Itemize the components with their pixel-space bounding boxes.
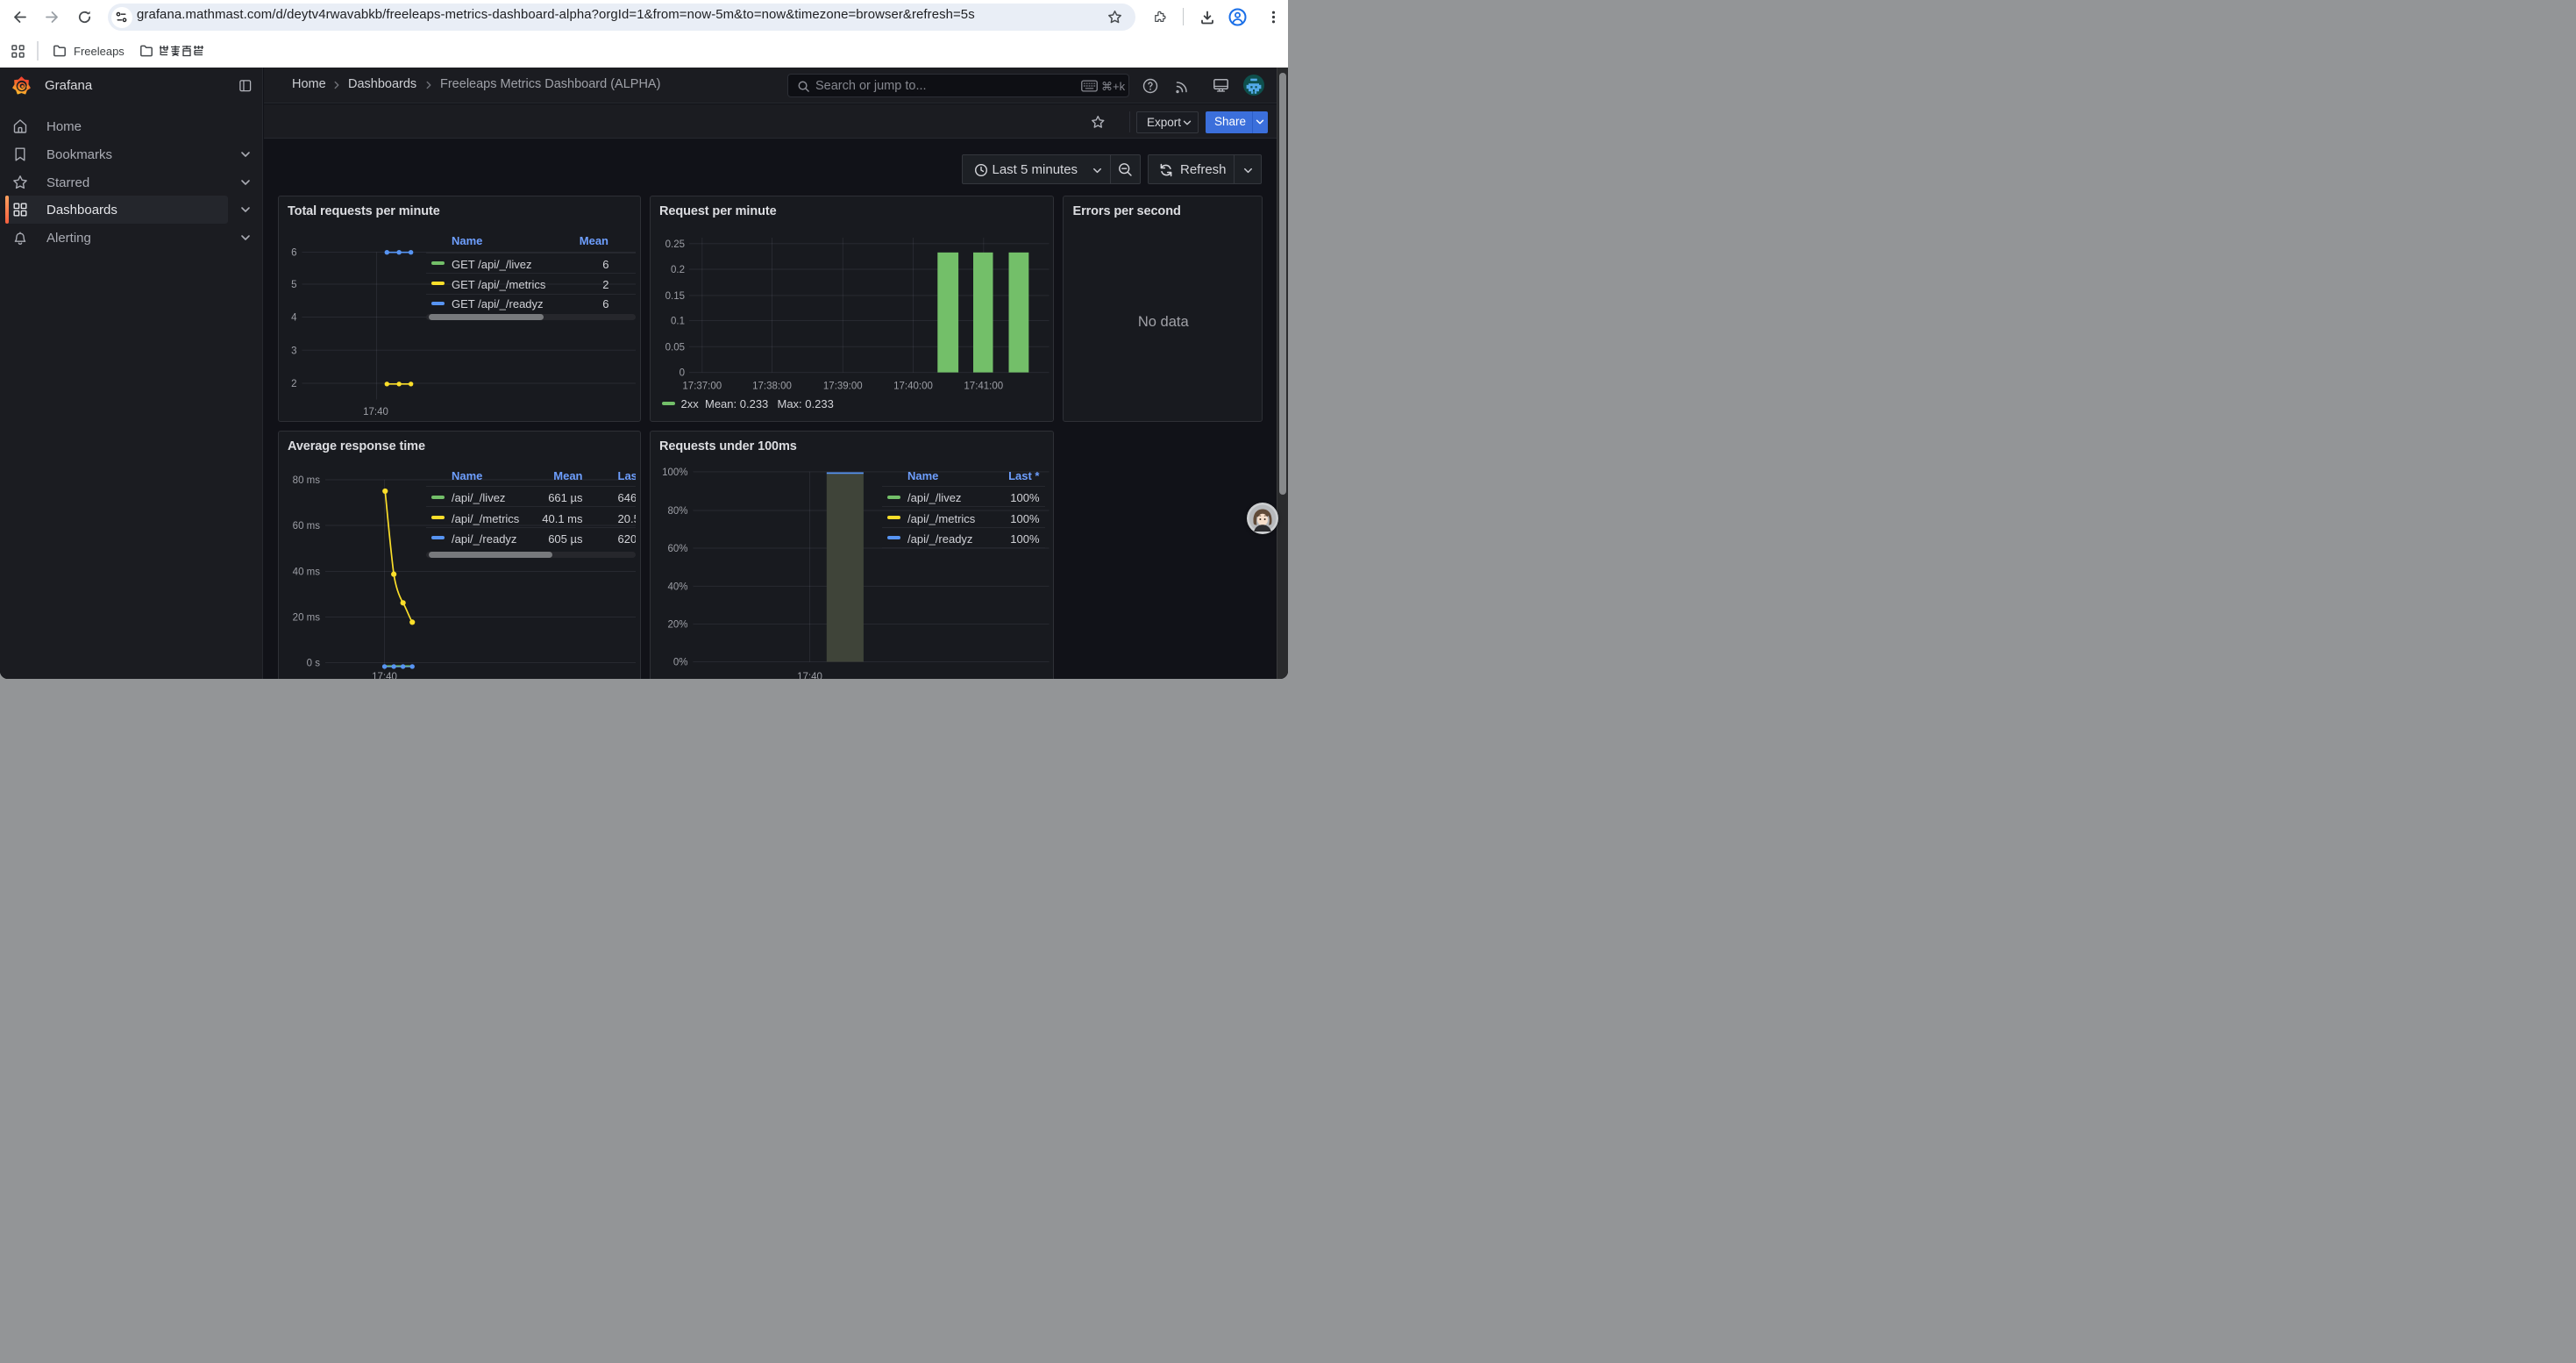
svg-text:0.15: 0.15 xyxy=(665,291,684,302)
svg-text:0%: 0% xyxy=(672,657,687,667)
svg-text:40 ms: 40 ms xyxy=(292,567,320,577)
svg-text:80 ms: 80 ms xyxy=(292,475,320,486)
svg-text:0.1: 0.1 xyxy=(671,317,685,327)
svg-text:0.25: 0.25 xyxy=(665,239,684,250)
svg-text:80%: 80% xyxy=(667,506,687,517)
svg-text:20%: 20% xyxy=(667,619,687,630)
svg-text:4: 4 xyxy=(291,313,297,324)
svg-text:3: 3 xyxy=(291,346,296,356)
svg-text:0 s: 0 s xyxy=(306,658,320,668)
svg-text:2: 2 xyxy=(291,379,296,389)
svg-text:17:40:00: 17:40:00 xyxy=(893,382,933,392)
svg-text:17:37:00: 17:37:00 xyxy=(682,382,722,392)
svg-text:40%: 40% xyxy=(667,582,687,592)
svg-text:5: 5 xyxy=(291,280,296,290)
svg-text:100%: 100% xyxy=(662,467,687,477)
svg-text:60%: 60% xyxy=(667,544,687,554)
svg-text:17:38:00: 17:38:00 xyxy=(752,382,792,392)
svg-text:0.2: 0.2 xyxy=(671,265,685,275)
svg-text:0.05: 0.05 xyxy=(665,342,684,353)
svg-text:0: 0 xyxy=(679,368,684,379)
svg-text:17:41:00: 17:41:00 xyxy=(964,382,1003,392)
svg-text:20 ms: 20 ms xyxy=(292,612,320,623)
svg-text:17:40: 17:40 xyxy=(797,672,822,679)
svg-text:60 ms: 60 ms xyxy=(292,521,320,532)
svg-text:17:39:00: 17:39:00 xyxy=(822,382,862,392)
svg-text:6: 6 xyxy=(291,248,296,259)
svg-text:17:40: 17:40 xyxy=(372,672,397,679)
svg-text:17:40: 17:40 xyxy=(363,407,388,417)
